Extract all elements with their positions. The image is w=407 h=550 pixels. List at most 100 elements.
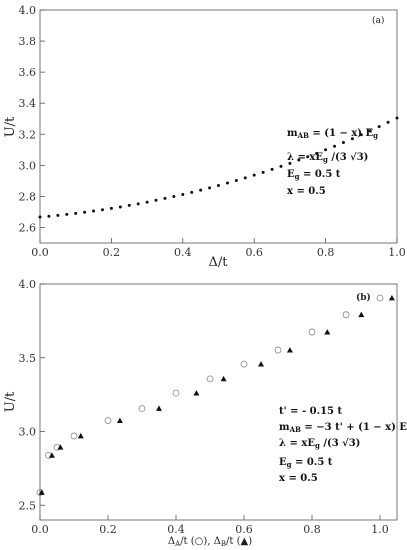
data-point-dot: [181, 193, 185, 197]
panel-label-b: (b): [356, 292, 371, 303]
data-point-dot: [190, 190, 194, 194]
data-point-dot: [279, 164, 283, 168]
x-axis-label-a: Δ/t: [209, 255, 229, 270]
x-tick-label-b: 0.0: [31, 523, 49, 536]
x-tick-label-a: 0.0: [31, 246, 49, 259]
data-point-circle: [240, 360, 248, 368]
y-tick-label-a: 2.8: [19, 190, 37, 203]
y-tick-label-a: 3.4: [19, 97, 37, 110]
data-point-dot: [92, 209, 96, 213]
y-tick-label-a: 2.6: [19, 221, 37, 234]
data-point-triangle: [156, 405, 162, 411]
data-point-dot: [136, 202, 140, 206]
y-tick-label-b: 2.5: [19, 499, 37, 512]
x-tick-label-a: 1.0: [388, 246, 406, 259]
y-tick-label-a: 4.0: [19, 4, 37, 17]
data-point-dot: [306, 155, 310, 159]
data-point-dot: [288, 161, 292, 165]
plot-frame-b: [39, 283, 398, 521]
data-point-circle: [172, 389, 180, 397]
data-point-dot: [270, 167, 274, 171]
annotation-a-2: λ = xEg /(3 √3): [287, 151, 368, 164]
annotation-block-b: t' = - 0.15 t mAB = −3 t' + (1 − x) Eg λ…: [279, 406, 407, 484]
data-point-dot: [83, 210, 87, 214]
annotation-b-4: Eg = 0.5 t: [279, 457, 333, 469]
y-tick-label-a: 3.0: [19, 159, 37, 172]
data-point-dot: [154, 198, 158, 202]
data-point-triangle: [324, 329, 331, 335]
data-point-dot: [127, 203, 131, 207]
data-point-dot: [377, 125, 381, 129]
y-tick-label-a: 3.8: [19, 35, 37, 48]
data-point-triangle: [258, 361, 264, 367]
data-point-circle: [308, 328, 316, 336]
data-point-dot: [261, 170, 265, 174]
data-point-dot: [297, 158, 301, 162]
x-tick-label-b: 0.6: [235, 523, 253, 536]
data-point-dot: [109, 206, 113, 210]
data-point-circle: [104, 417, 112, 424]
x-tick-label-b: 0.4: [167, 523, 185, 536]
annotation-a-3: Eg = 0.5 t: [287, 169, 341, 181]
data-point-dot: [395, 116, 399, 120]
data-point-triangle: [38, 489, 45, 495]
x-tick-label-b: 0.8: [303, 523, 321, 536]
data-point-triangle: [57, 444, 64, 450]
data-point-dot: [243, 176, 247, 180]
data-point-dot: [199, 188, 203, 192]
data-point-dot: [74, 211, 78, 215]
annotation-a-1: mAB = (1 − x) Eg: [287, 128, 378, 140]
y-tick-label-b: 3.0: [19, 426, 37, 439]
data-point-dot: [315, 151, 319, 155]
data-point-circle: [206, 375, 214, 383]
data-point-dot: [100, 208, 104, 212]
annotation-a-4: x = 0.5: [287, 186, 326, 197]
x-tick-label-a: 0.2: [103, 246, 121, 259]
data-point-dot: [234, 179, 238, 183]
data-point-dot: [341, 140, 345, 144]
y-axis-label-a: U/t: [3, 116, 18, 137]
data-point-dot: [333, 144, 337, 148]
data-point-circle: [342, 311, 350, 319]
panel-label-a: (a): [372, 15, 384, 26]
data-point-dot: [172, 195, 176, 199]
data-point-dot: [368, 129, 372, 133]
data-point-dot: [65, 212, 69, 216]
data-point-dot: [47, 214, 51, 218]
panel-b: 0.0 0.2 0.4 0.6 0.8 1.0 2.5 3.0 3.5 4.0 (b) ΔA/t …: [3, 278, 407, 548]
data-point-dot: [359, 133, 363, 137]
data-point-dot: [350, 137, 354, 141]
annotation-b-1: t' = - 0.15 t: [279, 406, 342, 417]
data-point-dot: [163, 196, 167, 200]
data-point-dot: [56, 213, 60, 217]
data-point-triangle: [193, 390, 200, 396]
annotation-b-5: x = 0.5: [279, 473, 318, 484]
data-point-triangle: [286, 347, 293, 353]
data-point-triangle: [77, 432, 84, 439]
x-tick-label-b: 0.2: [99, 523, 117, 536]
data-point-triangle: [358, 311, 365, 318]
data-point-dot: [225, 181, 229, 185]
x-tick-label-a: 0.4: [174, 246, 192, 259]
data-point-dot: [217, 184, 220, 188]
x-axis-label-b: ΔA/t (○), ΔB/t (▲): [168, 536, 252, 548]
data-point-triangle: [116, 417, 123, 423]
data-point-triangle: [220, 375, 227, 382]
data-point-dot: [145, 200, 149, 204]
annotation-b-3: λ = xEg /(3 √3): [279, 437, 360, 450]
y-tick-label-a: 3.6: [19, 66, 37, 79]
y-tick-label-b: 3.5: [19, 352, 37, 365]
data-point-circle: [376, 294, 384, 302]
annotation-block-a: mAB = (1 − x) Eg λ = xEg /(3 √3) Eg = 0.…: [287, 128, 378, 197]
data-point-dot: [38, 215, 42, 219]
panel-a: 0.0 0.2 0.4 0.6 0.8 1.0 2.6 2.8 3.0 3.2 3.4 3.6 3.8 4…: [3, 4, 406, 270]
data-point-circle: [138, 405, 146, 412]
data-point-circle: [274, 346, 282, 354]
annotation-b-2: mAB = −3 t' + (1 − x) Eg: [279, 422, 407, 434]
x-tick-label-b: 1.0: [371, 523, 389, 536]
data-point-triangle: [388, 295, 395, 301]
x-tick-label-a: 0.6: [245, 246, 263, 259]
plot-frame-a: [39, 9, 398, 244]
y-tick-label-b: 4.0: [19, 278, 37, 291]
